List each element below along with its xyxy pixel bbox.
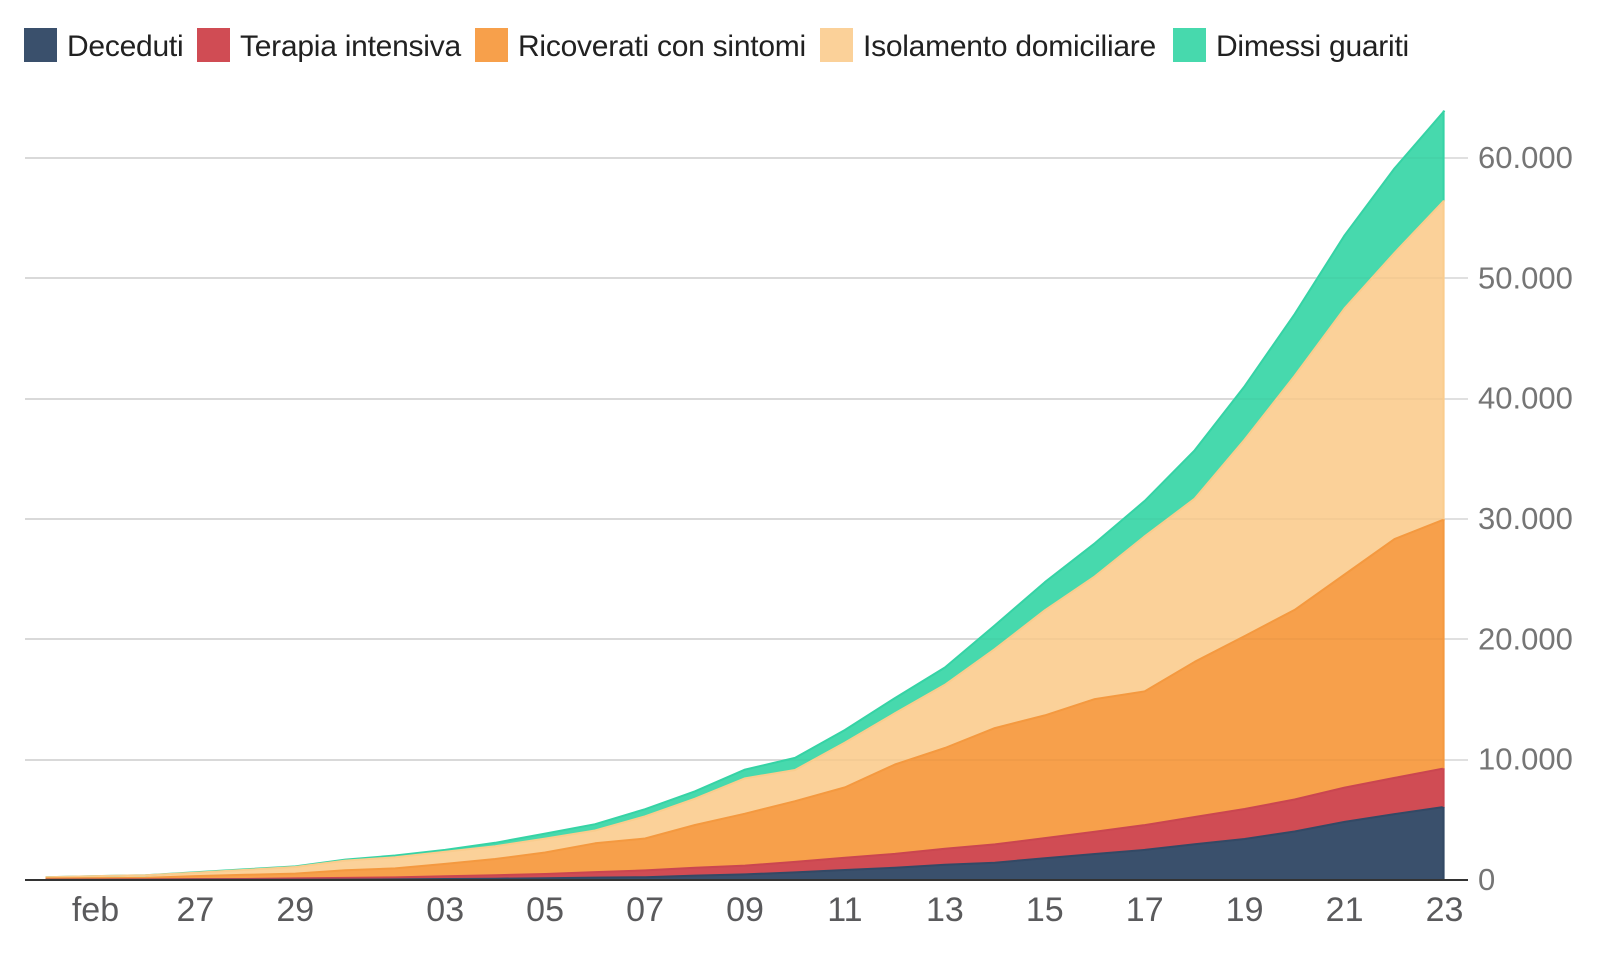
svg-text:27: 27 bbox=[176, 891, 214, 929]
svg-text:19: 19 bbox=[1226, 891, 1264, 929]
svg-text:40.000: 40.000 bbox=[1478, 381, 1573, 416]
svg-text:Terapia intensiva: Terapia intensiva bbox=[240, 30, 461, 63]
svg-text:23: 23 bbox=[1426, 891, 1464, 929]
svg-text:Dimessi guariti: Dimessi guariti bbox=[1216, 30, 1409, 63]
svg-text:29: 29 bbox=[276, 891, 314, 929]
svg-text:21: 21 bbox=[1326, 891, 1364, 929]
svg-text:13: 13 bbox=[926, 891, 964, 929]
svg-text:50.000: 50.000 bbox=[1478, 260, 1573, 295]
svg-text:05: 05 bbox=[526, 891, 564, 929]
svg-text:Deceduti: Deceduti bbox=[67, 30, 183, 63]
svg-text:60.000: 60.000 bbox=[1478, 140, 1573, 175]
svg-text:20.000: 20.000 bbox=[1478, 621, 1573, 656]
svg-text:10.000: 10.000 bbox=[1478, 742, 1573, 777]
svg-text:03: 03 bbox=[426, 891, 464, 929]
svg-text:09: 09 bbox=[726, 891, 764, 929]
svg-text:11: 11 bbox=[827, 891, 862, 929]
svg-text:07: 07 bbox=[626, 891, 664, 929]
svg-text:Ricoverati con sintomi: Ricoverati con sintomi bbox=[518, 30, 806, 63]
svg-text:feb: feb bbox=[72, 891, 119, 929]
svg-text:30.000: 30.000 bbox=[1478, 501, 1573, 536]
svg-text:15: 15 bbox=[1026, 891, 1064, 929]
svg-text:Isolamento domiciliare: Isolamento domiciliare bbox=[863, 30, 1156, 63]
svg-text:17: 17 bbox=[1126, 891, 1164, 929]
svg-text:0: 0 bbox=[1478, 862, 1495, 897]
